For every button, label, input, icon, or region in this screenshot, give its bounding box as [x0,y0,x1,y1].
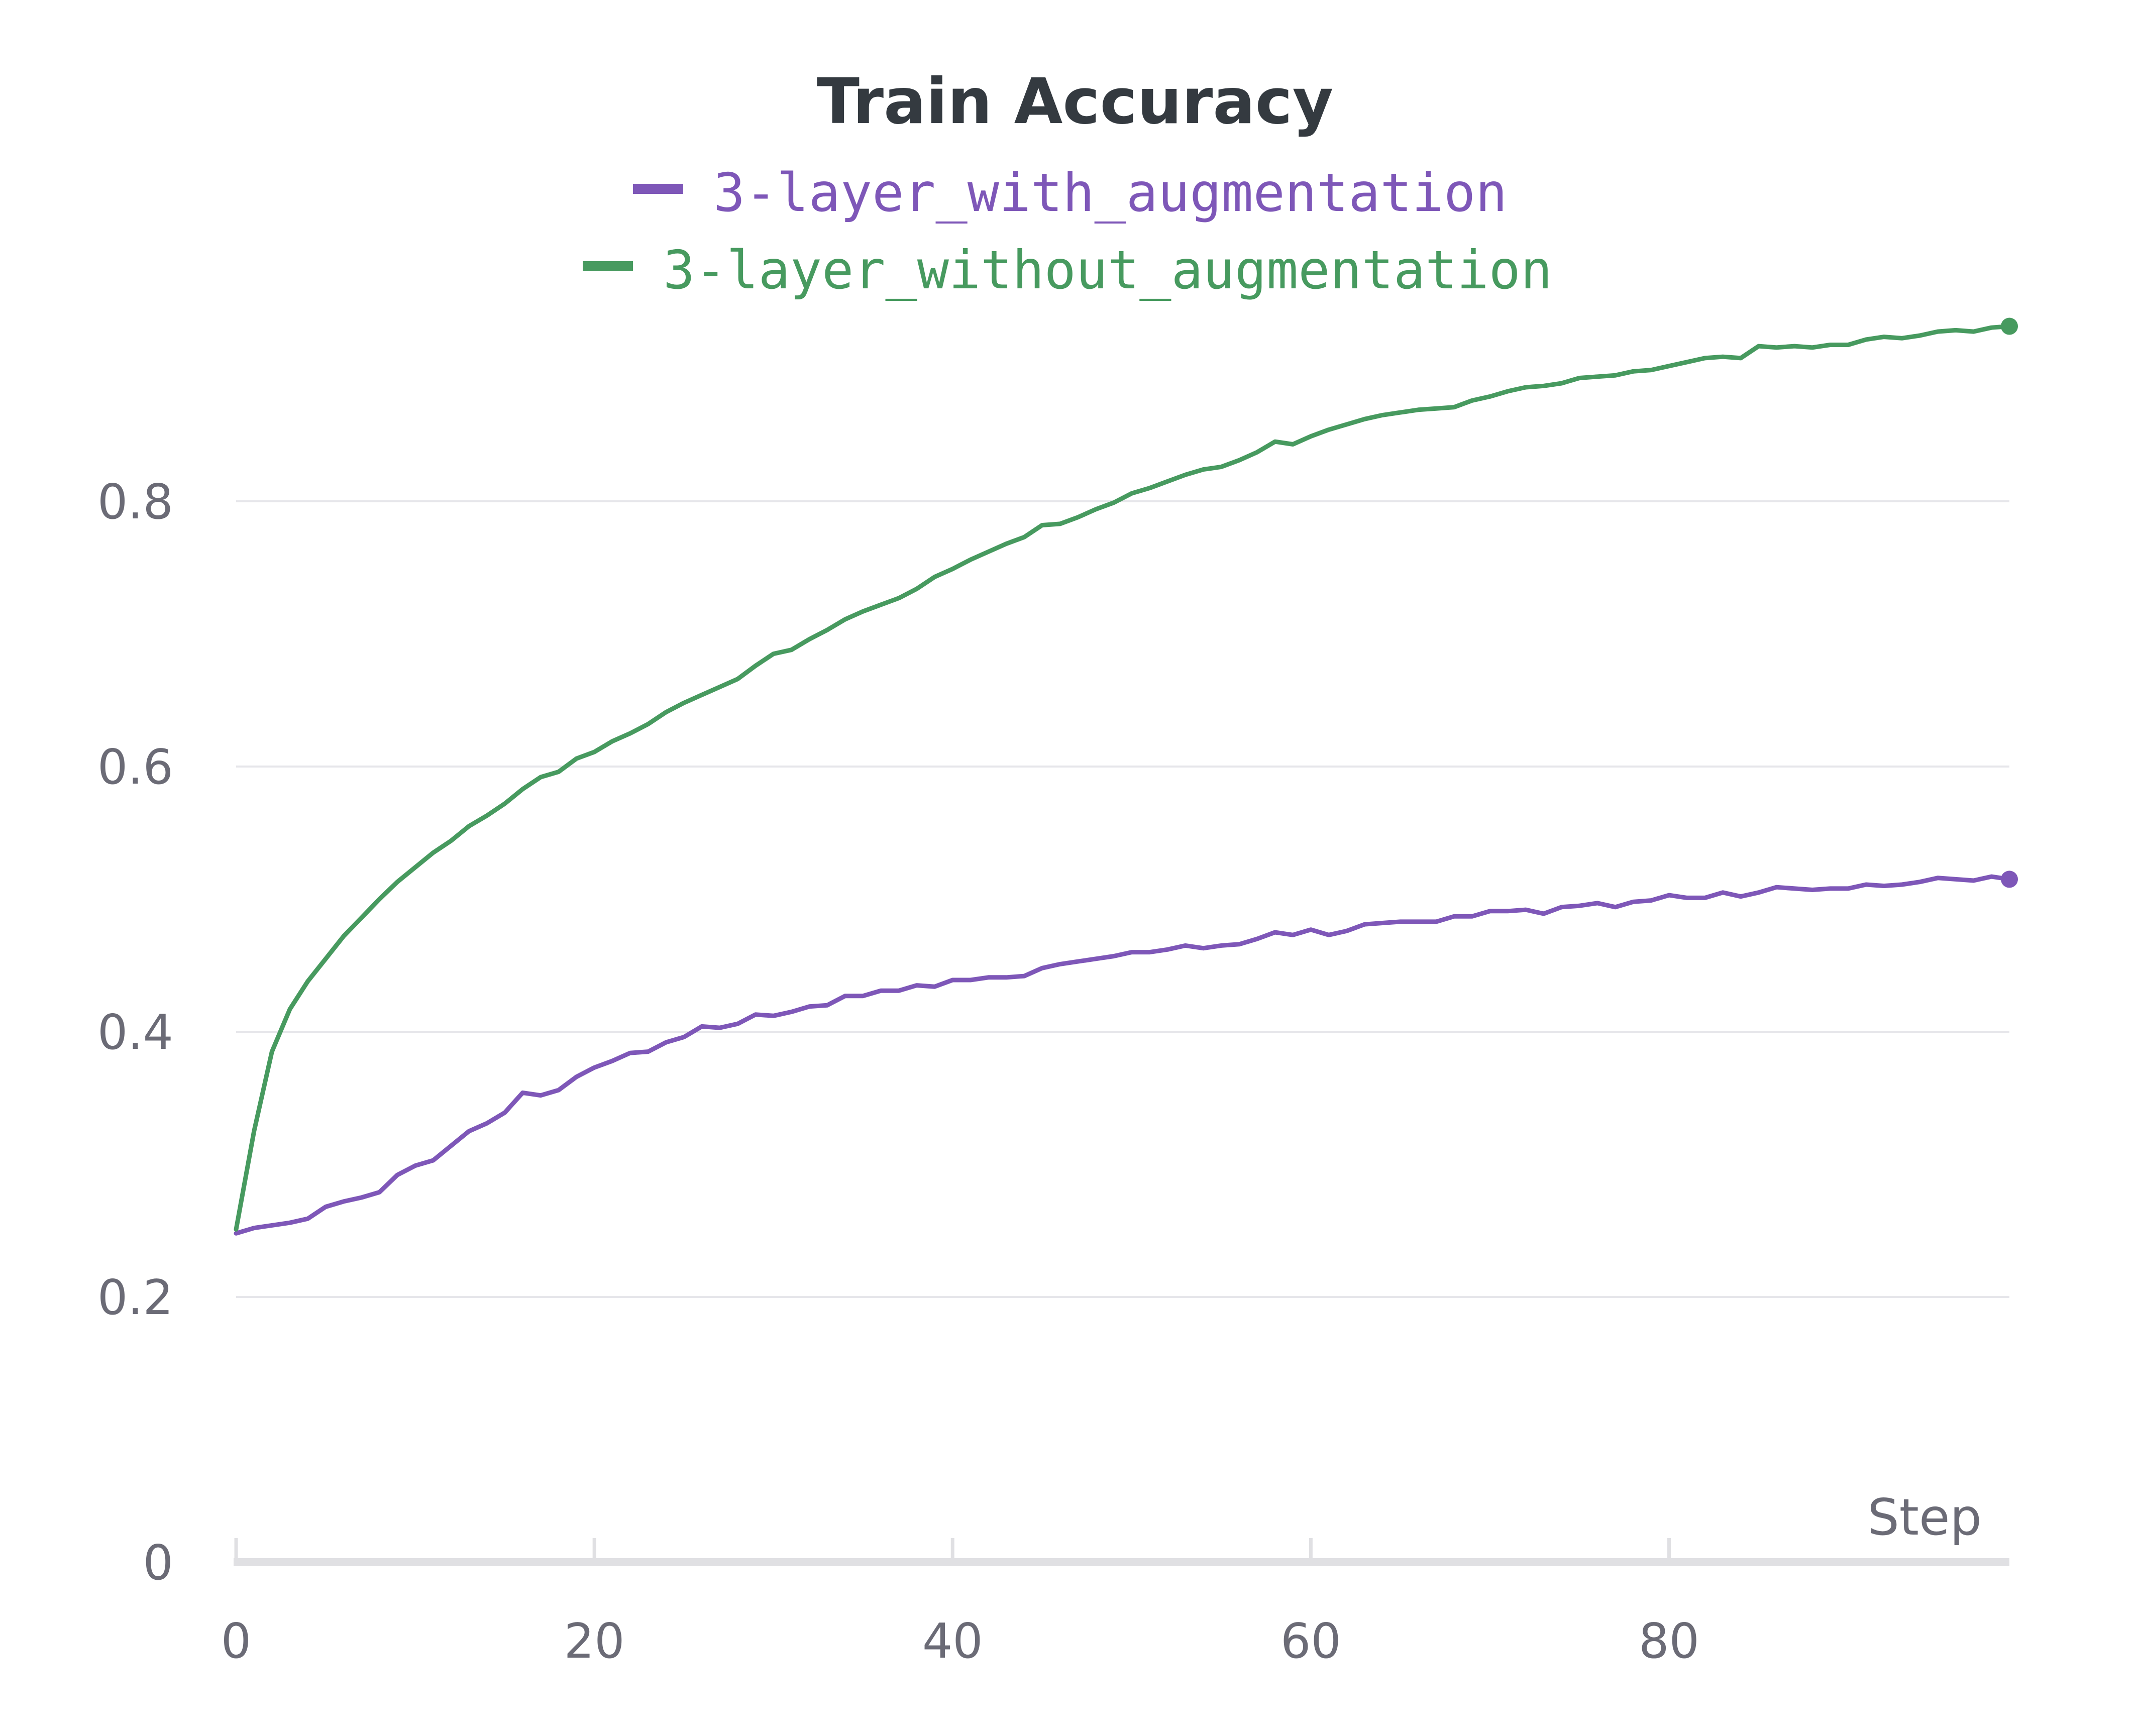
x-tick-label: 40 [922,1614,983,1669]
series-line-0[interactable] [234,874,2012,1236]
x-tick-label: 20 [564,1614,625,1669]
y-tick-label: 0.4 [97,1005,173,1060]
y-tick-label: 0.8 [97,475,173,530]
x-tick-label: 60 [1280,1614,1341,1669]
y-tick-label: 0 [143,1536,173,1591]
x-axis: 0 20 40 60 80 [221,1538,2009,1669]
chart-title: Train Accuracy [817,65,1333,138]
series-end-point-1[interactable] [2001,317,2018,335]
plot-area [234,317,2018,1236]
legend-label-series-0: 3-layer_with_augmentation [713,162,1507,224]
y-tick-label: 0.6 [97,740,173,795]
legend-label-series-1: 3-layer_without_augmentation [663,240,1552,301]
series-end-point-0[interactable] [2001,871,2018,888]
y-axis: 0 0.2 0.4 0.6 0.8 [97,475,173,1591]
x-tick-label: 0 [221,1614,251,1669]
x-axis-label: Step [1867,1488,1982,1547]
series-line-1[interactable] [234,324,2012,1232]
x-tick-label: 80 [1639,1614,1699,1669]
legend-item-series-1[interactable]: 3-layer_without_augmentation [583,240,1552,301]
y-tick-label: 0.2 [97,1270,173,1326]
legend-item-series-0[interactable]: 3-layer_with_augmentation [633,162,1507,224]
gridlines [236,500,2009,1298]
legend: 3-layer_with_augmentation 3-layer_withou… [583,162,1552,301]
